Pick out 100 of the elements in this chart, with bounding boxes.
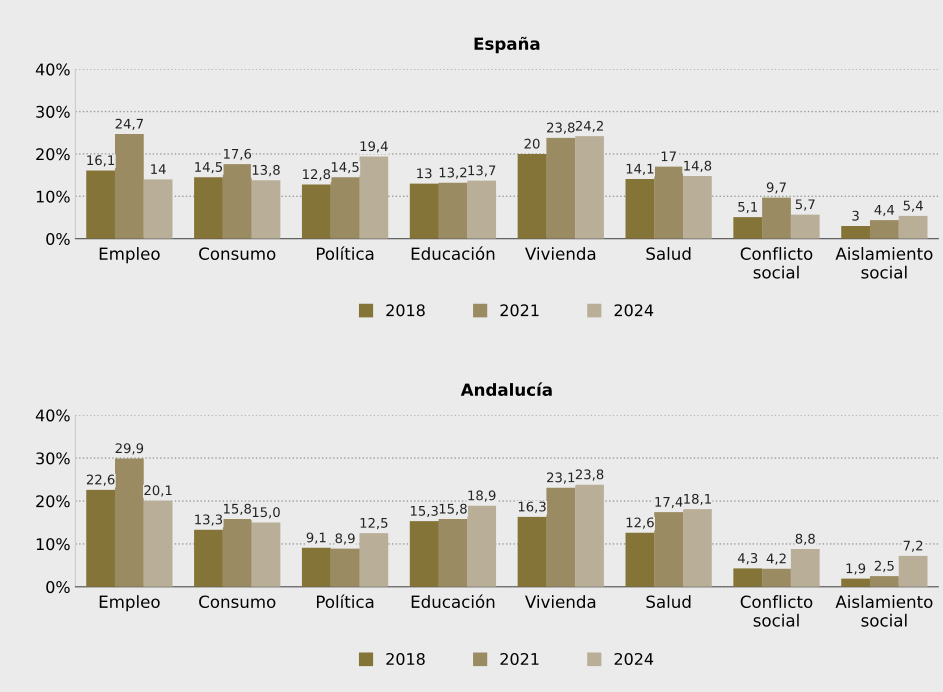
data-label: 16,3 <box>518 502 546 513</box>
data-label: 9,7 <box>766 182 786 194</box>
bar <box>410 184 439 239</box>
x-tick-label: Vivienda <box>525 247 596 260</box>
bar <box>144 500 173 587</box>
bar <box>467 180 496 239</box>
data-label: 13,8 <box>252 164 280 176</box>
legend-label: 2021 <box>500 304 538 316</box>
y-tick-label: 30% <box>36 106 70 118</box>
bar <box>898 216 928 239</box>
x-tick-label: Educación <box>412 594 494 608</box>
bar <box>683 509 712 587</box>
bar <box>898 556 928 587</box>
bar <box>252 180 280 239</box>
bar <box>359 156 388 239</box>
chart-title: España <box>474 36 540 54</box>
bar <box>518 516 546 587</box>
bar <box>86 170 115 239</box>
x-tick-label: Consumo <box>199 247 276 260</box>
bar <box>733 568 762 587</box>
bar <box>683 176 712 239</box>
data-label: 20,1 <box>144 485 172 497</box>
y-tick-label: 10% <box>36 538 70 550</box>
legend-label: 2024 <box>614 304 654 316</box>
y-tick-label: 10% <box>36 190 70 203</box>
data-label: 12,6 <box>626 517 654 529</box>
data-label: 4,3 <box>738 553 758 564</box>
data-label: 18,1 <box>684 494 711 506</box>
bar <box>626 178 654 239</box>
bar <box>518 154 546 239</box>
bar <box>870 220 899 239</box>
data-label: 17 <box>662 152 676 162</box>
legend-label: 2018 <box>386 652 425 666</box>
data-label: 17,4 <box>655 497 683 508</box>
legend-label: 2021 <box>500 652 538 666</box>
x-tick-label: Política <box>316 594 374 608</box>
bar <box>870 576 899 587</box>
data-label: 15,8 <box>440 504 467 516</box>
data-label: 23,1 <box>547 472 574 484</box>
bar <box>194 177 223 239</box>
legend-label: 2018 <box>386 304 425 316</box>
bar <box>302 548 331 587</box>
bar <box>222 164 252 239</box>
data-label: 9,1 <box>306 532 326 544</box>
x-tick-label: Política <box>316 246 374 260</box>
data-label: 7,2 <box>904 540 922 552</box>
data-label: 8,8 <box>796 534 815 546</box>
data-label: 5,7 <box>796 199 815 211</box>
bar <box>302 184 331 239</box>
bar <box>86 490 115 587</box>
bar <box>222 519 252 587</box>
bar <box>733 217 762 239</box>
bar <box>790 549 820 587</box>
data-label: 20 <box>524 138 540 149</box>
data-label: 13 <box>417 168 432 178</box>
data-label: 8,9 <box>335 533 355 545</box>
y-tick-label: 0% <box>46 232 70 246</box>
bar <box>410 521 439 587</box>
y-tick-label: 0% <box>46 581 70 594</box>
bar <box>790 214 820 239</box>
x-tick-label: Conflicto social <box>740 595 812 627</box>
data-label: 14,1 <box>626 164 654 175</box>
x-tick-label: Consumo <box>199 595 276 608</box>
bar <box>438 519 468 587</box>
data-label: 24,7 <box>116 118 143 130</box>
x-tick-label: Aislamiento social <box>836 247 932 279</box>
data-label: 14,5 <box>195 162 222 174</box>
bar <box>467 506 496 587</box>
data-label: 24,2 <box>576 120 603 132</box>
bar <box>546 138 576 239</box>
bar <box>359 533 388 587</box>
bar <box>546 488 576 587</box>
legend-label: 2024 <box>614 652 654 666</box>
bar <box>626 532 654 587</box>
data-label: 22,6 <box>86 474 114 486</box>
x-tick-label: Aislamiento social <box>836 595 932 627</box>
data-label: 29,9 <box>116 443 144 455</box>
data-label: 12,8 <box>303 169 330 180</box>
data-label: 17,6 <box>224 148 252 160</box>
data-label: 1,9 <box>846 563 866 575</box>
data-label: 19,4 <box>360 141 388 153</box>
data-label: 14 <box>151 164 166 174</box>
data-label: 5,1 <box>738 202 758 214</box>
x-tick-label: Vivienda <box>525 595 596 608</box>
bar <box>194 530 223 587</box>
bar <box>762 198 791 239</box>
data-label: 4,2 <box>766 553 786 565</box>
x-tick-label: Salud <box>646 247 690 260</box>
data-label: 15,3 <box>410 506 438 518</box>
bar <box>654 512 684 587</box>
y-tick-label: 20% <box>36 495 70 508</box>
data-label: 5,4 <box>904 200 923 212</box>
bar <box>762 568 791 587</box>
data-label: 23,8 <box>576 469 604 481</box>
data-label: 3 <box>852 210 859 221</box>
bar <box>438 182 468 239</box>
bar <box>114 134 144 239</box>
data-label: 16,1 <box>87 155 114 167</box>
x-tick-label: Salud <box>646 595 690 608</box>
bar <box>654 166 684 239</box>
